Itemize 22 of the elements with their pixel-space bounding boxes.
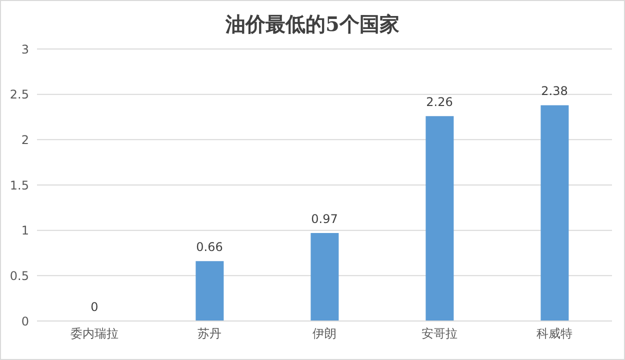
chart-title: 油价最低的5个国家: [224, 11, 400, 38]
x-tick-label: 伊朗: [312, 326, 336, 341]
bar: [196, 261, 224, 321]
x-tick-label: 科威特: [536, 326, 572, 341]
bar: [426, 116, 454, 321]
y-tick-label: 1: [21, 224, 29, 238]
y-tick-label: 1.5: [10, 178, 29, 192]
y-tick-label: 2.5: [10, 88, 29, 102]
data-label: 2.38: [541, 84, 568, 98]
y-tick-label: 2: [21, 132, 29, 147]
data-label: 0: [90, 300, 98, 314]
bar: [310, 233, 339, 321]
data-label: 0.66: [196, 240, 223, 254]
x-tick-label: 苏丹: [198, 326, 222, 341]
y-tick-label: 0: [21, 314, 29, 328]
bar: [540, 105, 569, 321]
x-tick-label: 安哥拉: [422, 326, 458, 341]
x-tick-label: 委内瑞拉: [70, 326, 118, 341]
y-tick-label: 3: [21, 42, 29, 56]
y-tick-label: 0.5: [10, 268, 29, 283]
data-label: 2.26: [426, 95, 453, 110]
data-label: 0.97: [311, 212, 338, 226]
